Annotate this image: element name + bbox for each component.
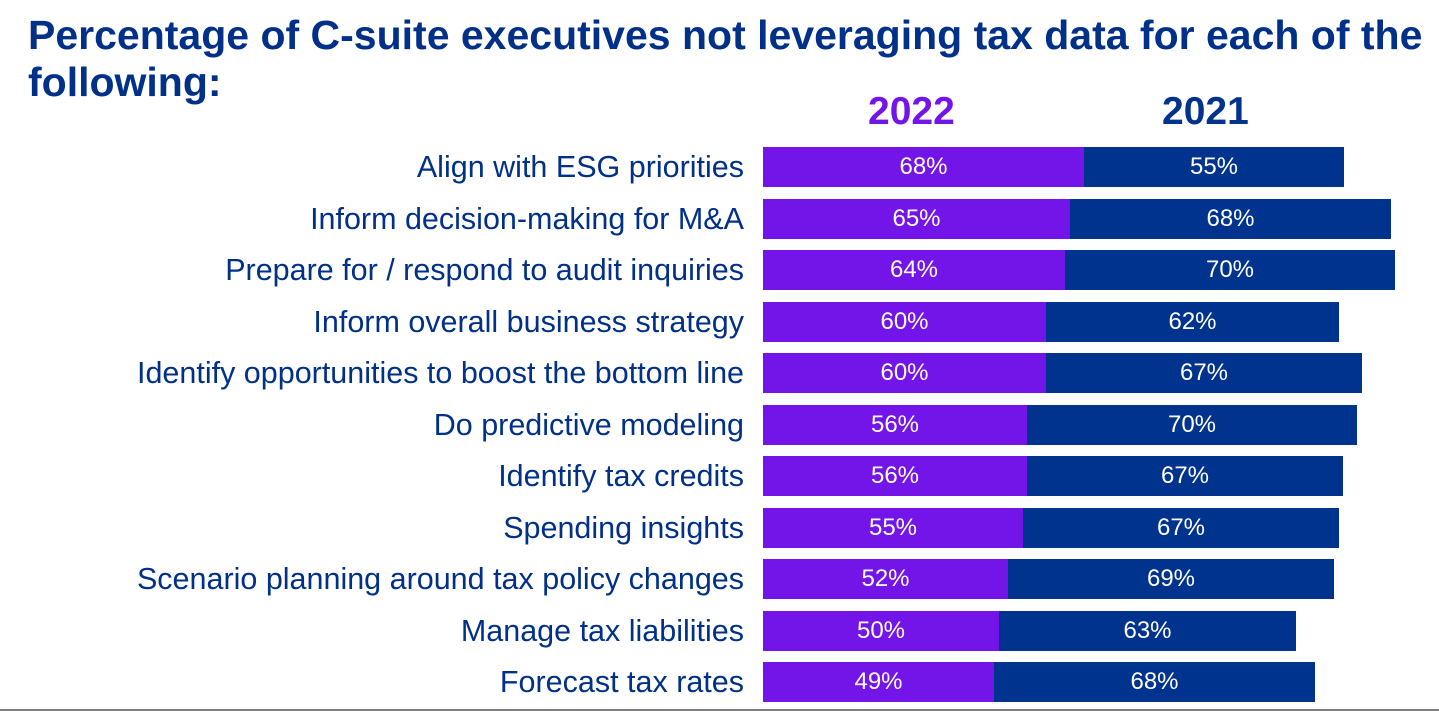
data-label-2021: 67% xyxy=(1156,514,1206,541)
data-label-2022: 68% xyxy=(899,153,948,180)
data-label-2021: 68% xyxy=(1130,668,1179,695)
category-label: Identify tax credits xyxy=(498,459,744,493)
bar-2022 xyxy=(763,353,1046,393)
bar-2021 xyxy=(999,611,1296,651)
chart-title: Percentage of C-suite executives not lev… xyxy=(28,12,1423,105)
bar-2021 xyxy=(1046,302,1339,342)
bar-2021 xyxy=(1084,147,1344,187)
data-label-2021: 63% xyxy=(1123,617,1172,644)
bar-2021 xyxy=(1023,508,1339,548)
data-label-2022: 65% xyxy=(892,205,941,232)
category-label: Spending insights xyxy=(503,511,744,545)
category-label: Identify opportunities to boost the bott… xyxy=(137,356,744,390)
data-label-2021: 67% xyxy=(1179,359,1229,386)
bar-2021 xyxy=(1070,199,1391,239)
bar-2022 xyxy=(763,662,994,702)
data-label-2021: 67% xyxy=(1160,462,1210,489)
bar-2022 xyxy=(763,559,1008,599)
data-label-2021: 62% xyxy=(1168,308,1217,335)
data-label-2022: 52% xyxy=(861,565,910,592)
data-label-2022: 49% xyxy=(854,668,903,695)
data-label-2022: 55% xyxy=(868,514,918,541)
bar-2022 xyxy=(763,147,1084,187)
footer-divider xyxy=(0,709,1439,711)
data-label-2022: 64% xyxy=(889,256,939,283)
bar-2021 xyxy=(1027,456,1343,496)
category-label: Do predictive modeling xyxy=(433,408,744,442)
bar-2022 xyxy=(763,405,1027,445)
category-label: Scenario planning around tax policy chan… xyxy=(136,562,744,596)
category-label: Inform decision-making for M&A xyxy=(310,202,744,236)
bar-2022 xyxy=(763,250,1065,290)
bar-2022 xyxy=(763,302,1046,342)
data-label-2021: 68% xyxy=(1206,205,1255,232)
bar-2022 xyxy=(763,199,1070,239)
category-label: Inform overall business strategy xyxy=(313,305,744,339)
data-label-2022: 56% xyxy=(870,411,920,438)
category-label: Prepare for / respond to audit inquiries xyxy=(225,253,744,287)
bar-2021 xyxy=(1065,250,1395,290)
bar-2021 xyxy=(1027,405,1357,445)
category-label: Manage tax liabilities xyxy=(460,614,744,648)
bar-2021 xyxy=(1008,559,1334,599)
bar-2022 xyxy=(763,456,1027,496)
bar-2022 xyxy=(763,508,1023,548)
category-label: Align with ESG priorities xyxy=(416,150,744,184)
data-label-2022: 50% xyxy=(856,617,906,644)
legend-2021: 2021 xyxy=(1162,90,1249,133)
data-label-2021: 70% xyxy=(1167,411,1217,438)
bar-2022 xyxy=(763,611,999,651)
category-label: Forecast tax rates xyxy=(499,665,744,699)
data-label-2021: 69% xyxy=(1146,565,1196,592)
bar-2021 xyxy=(1046,353,1362,393)
bar-2021 xyxy=(994,662,1315,702)
legend-2022: 2022 xyxy=(868,90,955,133)
data-label-2021: 55% xyxy=(1189,153,1239,180)
data-label-2021: 70% xyxy=(1205,256,1255,283)
data-label-2022: 60% xyxy=(880,308,929,335)
data-label-2022: 60% xyxy=(880,359,929,386)
data-label-2022: 56% xyxy=(870,462,920,489)
